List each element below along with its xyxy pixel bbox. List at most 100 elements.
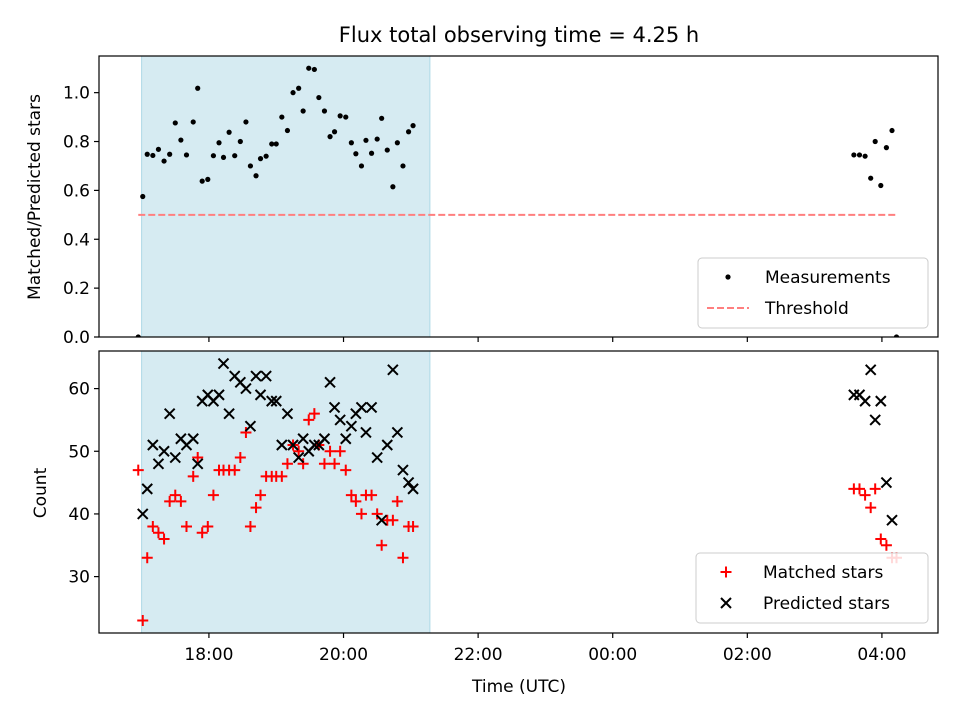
measurement-point <box>851 152 857 158</box>
x-tick-label: 04:00 <box>857 645 906 665</box>
matched-star-point <box>371 508 383 520</box>
predicted-star-point <box>260 370 272 382</box>
measurement-point <box>390 184 396 190</box>
predicted-star-point <box>324 376 336 389</box>
matched-star-point <box>202 520 214 532</box>
measurement-point <box>257 156 264 162</box>
predicted-star-point <box>163 407 176 420</box>
predicted-star-point <box>254 389 267 401</box>
matched-star-point <box>164 495 176 507</box>
matched-star-point <box>180 520 192 532</box>
legend-symbol <box>725 274 731 280</box>
predicted-star-point <box>287 439 299 451</box>
matched-star-point <box>308 408 320 420</box>
y-tick-label: 50 <box>68 442 90 462</box>
matched-star-point <box>255 489 267 501</box>
top-y-axis-label: Matched/Predicted stars <box>25 94 45 300</box>
predicted-star-point <box>886 514 898 526</box>
measurement-point <box>135 334 141 337</box>
predicted-star-point <box>169 451 181 464</box>
matched-star-point <box>397 552 409 564</box>
matched-star-point <box>196 527 208 539</box>
matched-star-point <box>859 489 871 501</box>
measurement-point <box>343 114 349 120</box>
measurement-point <box>363 137 369 143</box>
axes-frame <box>98 55 939 338</box>
measurement-point <box>172 120 178 126</box>
matched-star-point <box>407 520 419 532</box>
measurement-point <box>400 163 406 169</box>
predicted-star-point <box>250 370 262 382</box>
matched-star-point <box>324 445 336 457</box>
predicted-star-point <box>266 395 278 407</box>
predicted-star-point <box>397 464 409 476</box>
matched-star-point <box>147 520 159 532</box>
measurement-point <box>155 146 162 152</box>
matched-star-point <box>137 614 149 626</box>
matched-star-point <box>875 533 887 545</box>
matched-star-point <box>329 458 341 470</box>
matched-star-point <box>366 489 378 501</box>
predicted-star-point <box>387 364 399 376</box>
measurement-point <box>878 182 884 189</box>
predicted-star-point <box>407 483 419 495</box>
predicted-star-point <box>318 433 331 445</box>
matched-star-point <box>234 452 246 464</box>
measurement-point <box>296 85 302 91</box>
measurement-point <box>216 140 222 146</box>
measurement-point <box>368 150 375 156</box>
measurement-point <box>358 163 365 169</box>
measurement-point <box>379 115 385 121</box>
measurement-point <box>327 134 333 140</box>
legend-label: Measurements <box>765 268 891 288</box>
legend-label: Predicted stars <box>763 594 890 614</box>
legend-label: Threshold <box>764 299 849 319</box>
measurement-point <box>161 158 167 164</box>
measurement-point <box>872 138 878 145</box>
matched-star-point <box>334 445 346 457</box>
measurement-point <box>394 140 400 146</box>
matched-star-point <box>281 458 293 470</box>
measurement-point <box>247 163 254 169</box>
predicted-star-point <box>864 364 877 376</box>
measurement-point <box>405 129 412 135</box>
count-panel: 30 40 50 60 18:00 20:00 22:00 00:00 02:00 04:00 Ma… <box>68 350 939 665</box>
x-axis-label: Time (UTC) <box>471 677 566 697</box>
data-marks <box>132 357 902 626</box>
matched-star-point <box>880 539 892 551</box>
matched-star-point <box>318 458 330 470</box>
y-tick-label: 0.4 <box>63 230 90 250</box>
measurement-point <box>306 65 312 71</box>
legend-symbol <box>720 597 732 609</box>
bottom-y-axis-label: Count <box>31 467 51 518</box>
predicted-star-point <box>244 420 257 432</box>
matched-star-point <box>141 552 153 564</box>
measurement-point <box>856 152 863 158</box>
measurement-point <box>263 153 269 159</box>
predicted-star-point <box>276 439 288 451</box>
predicted-star-point <box>880 476 893 489</box>
legend-label: Matched stars <box>763 563 883 583</box>
predicted-star-point <box>223 407 235 420</box>
matched-star-point <box>152 527 164 539</box>
measurement-point <box>353 151 359 157</box>
y-tick-label: 60 <box>68 380 90 400</box>
matched-star-point <box>175 495 187 507</box>
matched-star-point <box>853 483 865 495</box>
measurement-point <box>140 193 146 200</box>
predicted-star-point <box>371 451 383 464</box>
predicted-star-point <box>345 420 358 432</box>
measurement-point <box>883 145 890 151</box>
measurement-point <box>862 153 868 159</box>
observing-span <box>141 350 431 634</box>
matched-star-point <box>240 426 252 438</box>
matched-star-point <box>350 495 362 507</box>
measurement-point <box>178 137 184 143</box>
predicted-star-point <box>875 395 887 407</box>
measurement-point <box>273 141 279 147</box>
measurement-point <box>337 113 343 119</box>
legend: Matched stars Predicted stars <box>695 552 929 624</box>
predicted-star-point <box>158 445 170 457</box>
y-tick-label: 0.0 <box>63 328 90 348</box>
measurement-point <box>279 114 285 120</box>
